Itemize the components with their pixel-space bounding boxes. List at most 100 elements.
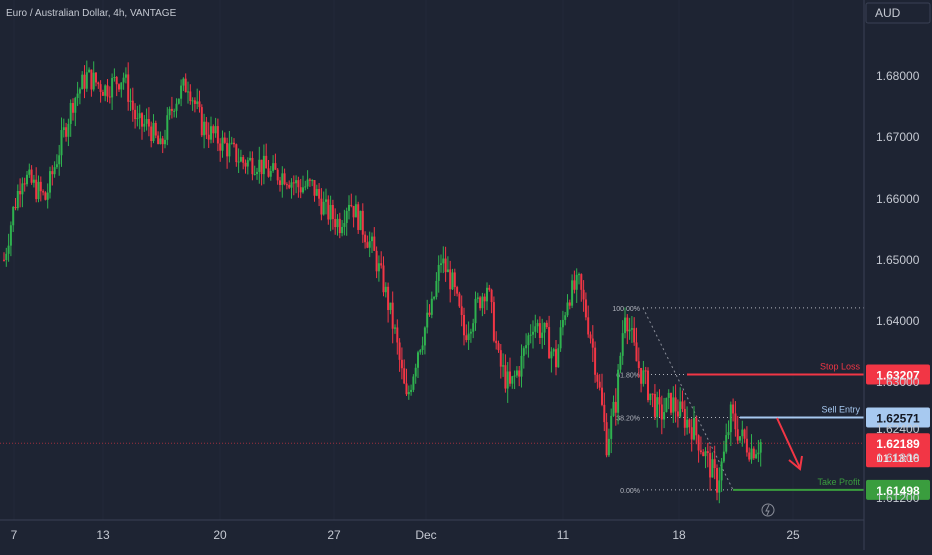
candle-body	[557, 348, 560, 368]
fib-level-label: 0.00%	[620, 488, 640, 495]
candle	[357, 201, 360, 234]
candle	[83, 65, 86, 99]
candle-body	[525, 345, 528, 349]
candle	[437, 255, 440, 293]
candle	[686, 406, 689, 435]
candle-body	[561, 319, 564, 328]
candle	[642, 360, 645, 387]
candle-body	[624, 317, 626, 334]
candle	[256, 167, 258, 180]
candle	[456, 285, 459, 297]
x-tick-label: 27	[327, 528, 341, 542]
candle	[138, 104, 141, 130]
candle-body	[203, 121, 206, 136]
candle	[683, 400, 686, 436]
candle	[304, 180, 307, 191]
candle	[336, 214, 339, 236]
candle	[555, 339, 557, 376]
candle-body	[515, 370, 518, 376]
candle	[483, 293, 486, 315]
candle	[479, 295, 482, 311]
candle	[12, 205, 15, 232]
current-price-label: 1.62189	[876, 437, 920, 451]
candle-body	[147, 119, 150, 127]
candle-body	[642, 370, 645, 384]
candle	[164, 129, 166, 149]
candle	[147, 107, 150, 137]
candle	[308, 178, 311, 187]
candle-body	[548, 327, 551, 359]
candle	[124, 67, 127, 84]
candle	[552, 347, 555, 357]
candle-body	[290, 182, 293, 188]
sell-arrow	[776, 417, 803, 471]
candle-body	[334, 219, 337, 228]
candle-body	[5, 253, 8, 261]
candle-body	[315, 189, 318, 196]
candle	[504, 354, 507, 393]
candle-body	[198, 101, 201, 108]
candle	[442, 246, 445, 274]
candle-body	[621, 333, 624, 356]
candle-body	[511, 376, 514, 384]
candle-body	[159, 138, 162, 145]
candle	[115, 75, 118, 97]
candle	[104, 84, 107, 102]
candle	[624, 307, 626, 339]
candle-body	[28, 169, 31, 175]
candle-body	[177, 98, 180, 104]
price-tag-label: 1.61498	[876, 484, 920, 498]
candle	[449, 260, 452, 303]
candle	[543, 322, 546, 345]
candle	[601, 373, 603, 407]
candle-body	[49, 171, 51, 193]
candle	[633, 317, 636, 346]
candle-body	[81, 74, 84, 90]
candle-body	[412, 376, 415, 390]
candle-body	[214, 126, 217, 134]
candle	[189, 84, 192, 105]
candle-body	[384, 286, 387, 293]
candle	[536, 319, 539, 333]
candle	[617, 363, 620, 425]
candle-body	[37, 181, 40, 200]
candle	[175, 98, 178, 118]
candle-body	[755, 454, 758, 459]
candle	[322, 191, 325, 216]
candle	[205, 116, 208, 140]
candle	[748, 447, 751, 462]
trade-levels[interactable]: Stop Loss 1.63207 Sell Entry 1.62571 Take Pr…	[0, 362, 930, 500]
trade-level-name: Sell Entry	[821, 404, 860, 414]
candle	[244, 159, 247, 174]
candle-body	[269, 170, 272, 177]
candle	[28, 163, 31, 178]
candle	[210, 116, 212, 144]
candle	[88, 67, 91, 73]
candle	[460, 295, 463, 327]
candle	[582, 280, 585, 312]
candle	[453, 268, 456, 297]
fib-level-label: 100.00%	[612, 306, 640, 313]
candle	[481, 292, 484, 317]
candle-body	[67, 123, 70, 137]
candle-body	[699, 450, 702, 453]
candle	[290, 178, 293, 199]
x-tick-label: 18	[672, 528, 686, 542]
candle	[702, 449, 705, 457]
candle	[288, 180, 291, 190]
candle-body	[757, 452, 760, 455]
candle	[410, 384, 413, 396]
candle	[152, 114, 155, 144]
candle	[382, 256, 385, 297]
candle	[113, 68, 116, 82]
candle	[306, 170, 309, 190]
candle-body	[272, 163, 275, 171]
candle	[371, 232, 373, 253]
candle	[348, 195, 350, 220]
candle	[207, 122, 210, 148]
candle-body	[205, 121, 208, 135]
candle-body	[331, 204, 334, 220]
candle-body	[253, 174, 256, 176]
